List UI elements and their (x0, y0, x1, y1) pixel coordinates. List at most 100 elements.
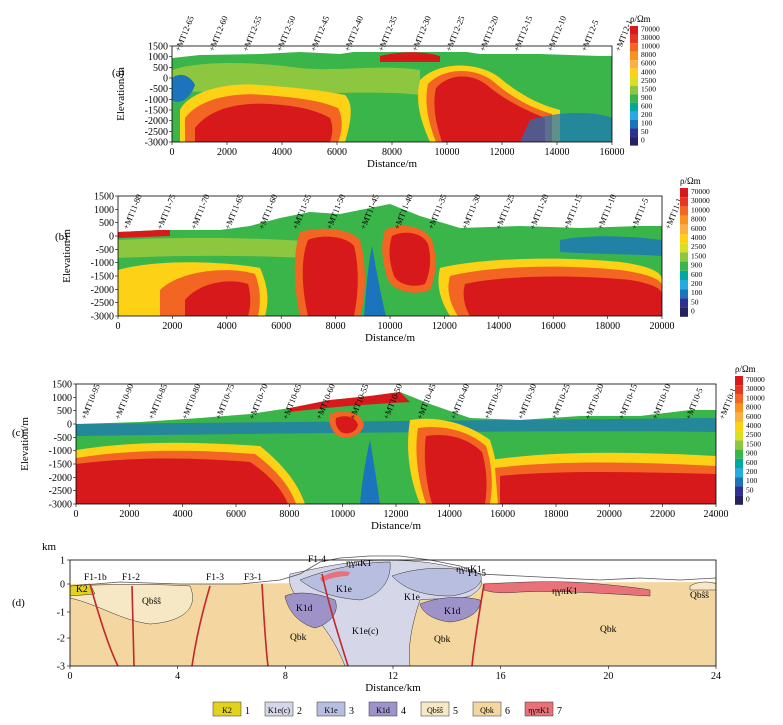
legend-code: K1e(c) (268, 706, 291, 715)
colorbar-swatch (630, 51, 638, 61)
panel-c-central-east-zone-3 (424, 434, 487, 504)
geology-unit-label: ηγπK1 (552, 587, 578, 597)
x-tick-label: 2000 (119, 509, 139, 520)
x-tick-label: 4 (175, 671, 180, 682)
y-tick-label: -2500 (145, 127, 168, 138)
colorbar-swatch (735, 376, 743, 386)
geology-unit-label: K1e(c) (352, 626, 378, 637)
colorbar-swatch (630, 111, 638, 120)
panel-a-low-zone-east (520, 113, 612, 142)
y-tick-label: -500 (96, 245, 114, 256)
colorbar-label: 50 (746, 485, 754, 494)
colorbar-label: 4000 (746, 421, 761, 430)
colorbar-label: 70000 (746, 375, 765, 384)
colorbar-swatch (680, 234, 688, 244)
geology-k1e-unit-east (391, 568, 482, 597)
panel-c: (c)Elevation/m150010005000-500-1000-1500… (12, 364, 765, 532)
colorbar-label: 70000 (641, 25, 660, 34)
y-tick-label: 1000 (148, 52, 168, 63)
x-tick-label: 10000 (378, 321, 403, 332)
fault-line-f1-3 (191, 585, 211, 666)
colorbar-swatch (630, 68, 638, 78)
x-tick-label: 4000 (173, 509, 193, 520)
fault-label: F1-4 (308, 555, 326, 565)
station-label: +MT12-30 (410, 14, 433, 52)
y-tick-label: -2500 (49, 486, 72, 497)
geology-unit-label: K1e (336, 585, 352, 595)
legend-code: Qbk (480, 706, 494, 715)
y-tick-label: -3 (57, 662, 65, 673)
x-tick-label: 0 (170, 147, 175, 158)
panel-label: (c) (12, 427, 25, 439)
colorbar-title: ρ/Ωm (735, 364, 756, 374)
colorbar-swatch (735, 449, 743, 459)
fault-line-f3-1 (261, 583, 269, 666)
colorbar-label: 2500 (641, 76, 656, 85)
geology-unit-label: Qbk (434, 635, 451, 645)
x-tick-label: 20 (603, 671, 613, 682)
y-tick-label: -500 (150, 84, 168, 95)
colorbar-swatch (735, 431, 743, 441)
colorbar-swatch (735, 440, 743, 450)
x-tick-label: 18000 (595, 321, 620, 332)
colorbar-label: 100 (746, 476, 758, 485)
colorbar-swatch (735, 403, 743, 413)
geology-k1d-unit-east (419, 597, 481, 623)
station-label: +MT11-75 (154, 193, 177, 231)
station-label: +MT11-80 (121, 193, 144, 231)
colorbar-label: 1500 (691, 251, 706, 260)
x-tick-label: 0 (68, 671, 73, 682)
colorbar-label: 6000 (746, 412, 761, 421)
legend-number: 7 (557, 706, 562, 717)
station-label: +MT12-40 (342, 14, 365, 52)
legend-swatch (316, 701, 346, 717)
colorbar-swatch (735, 495, 743, 505)
geology-qbss-unit-west (70, 584, 193, 625)
colorbar-label: 2500 (691, 242, 706, 251)
colorbar-swatch (735, 468, 743, 478)
legend-number: 3 (349, 706, 354, 717)
panel-c-central-body-2 (335, 416, 358, 434)
panel-b-conductor (364, 246, 386, 316)
legend-code: Qbŝŝ (427, 706, 443, 715)
station-label: +MT10-75 (213, 382, 236, 420)
colorbar-title: ρ/Ωm (680, 176, 701, 186)
x-tick-label: 16 (496, 671, 506, 682)
panel-c-surface-conductor (76, 418, 716, 436)
fault-label: F1-3 (206, 573, 224, 583)
station-label: +MT10-25 (549, 382, 572, 420)
station-label: +MT11-10 (595, 193, 618, 231)
colorbar-swatch (630, 119, 638, 129)
colorbar-swatch (630, 26, 638, 35)
x-tick-label: 10000 (330, 509, 355, 520)
x-tick-label: 2000 (217, 147, 237, 158)
x-tick-label: 8 (283, 671, 288, 682)
legend-code: K1e (324, 706, 338, 715)
panel-c-west-zone-3 (76, 458, 288, 504)
fault-line-f1-4 (321, 573, 349, 666)
colorbar-swatch (680, 188, 688, 198)
y-tick-label: -3000 (145, 138, 168, 149)
x-tick-label: 4000 (272, 147, 292, 158)
x-tick-label: 2000 (162, 321, 182, 332)
y-tick-label: 1500 (94, 192, 114, 203)
station-label: +MT11-5 (629, 197, 651, 231)
panel-a-surface-high (380, 52, 440, 62)
colorbar-label: 30000 (691, 196, 710, 205)
colorbar-label: 600 (746, 458, 758, 467)
legend-number: 1 (245, 706, 250, 717)
colorbar-swatch (680, 307, 688, 317)
colorbar-label: 600 (641, 101, 653, 110)
y-tick-label: 0 (67, 420, 72, 431)
colorbar-label: 4000 (641, 67, 656, 76)
x-tick-label: 6000 (226, 509, 246, 520)
colorbar-swatch (630, 77, 638, 86)
legend-number: 5 (453, 706, 458, 717)
colorbar-label: 1500 (641, 84, 656, 93)
geology-unit-label: K2 (76, 585, 88, 595)
y-tick-label: -1500 (49, 460, 72, 471)
colorbar-label: 50 (691, 297, 699, 306)
station-label: +MT12-25 (443, 14, 466, 52)
colorbar-label: 900 (746, 449, 758, 458)
fault-line-f1-5 (471, 583, 485, 666)
